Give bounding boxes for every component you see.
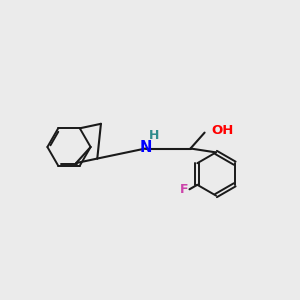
- Text: OH: OH: [211, 124, 234, 137]
- Text: H: H: [149, 129, 160, 142]
- Text: N: N: [139, 140, 152, 154]
- Text: F: F: [180, 183, 188, 196]
